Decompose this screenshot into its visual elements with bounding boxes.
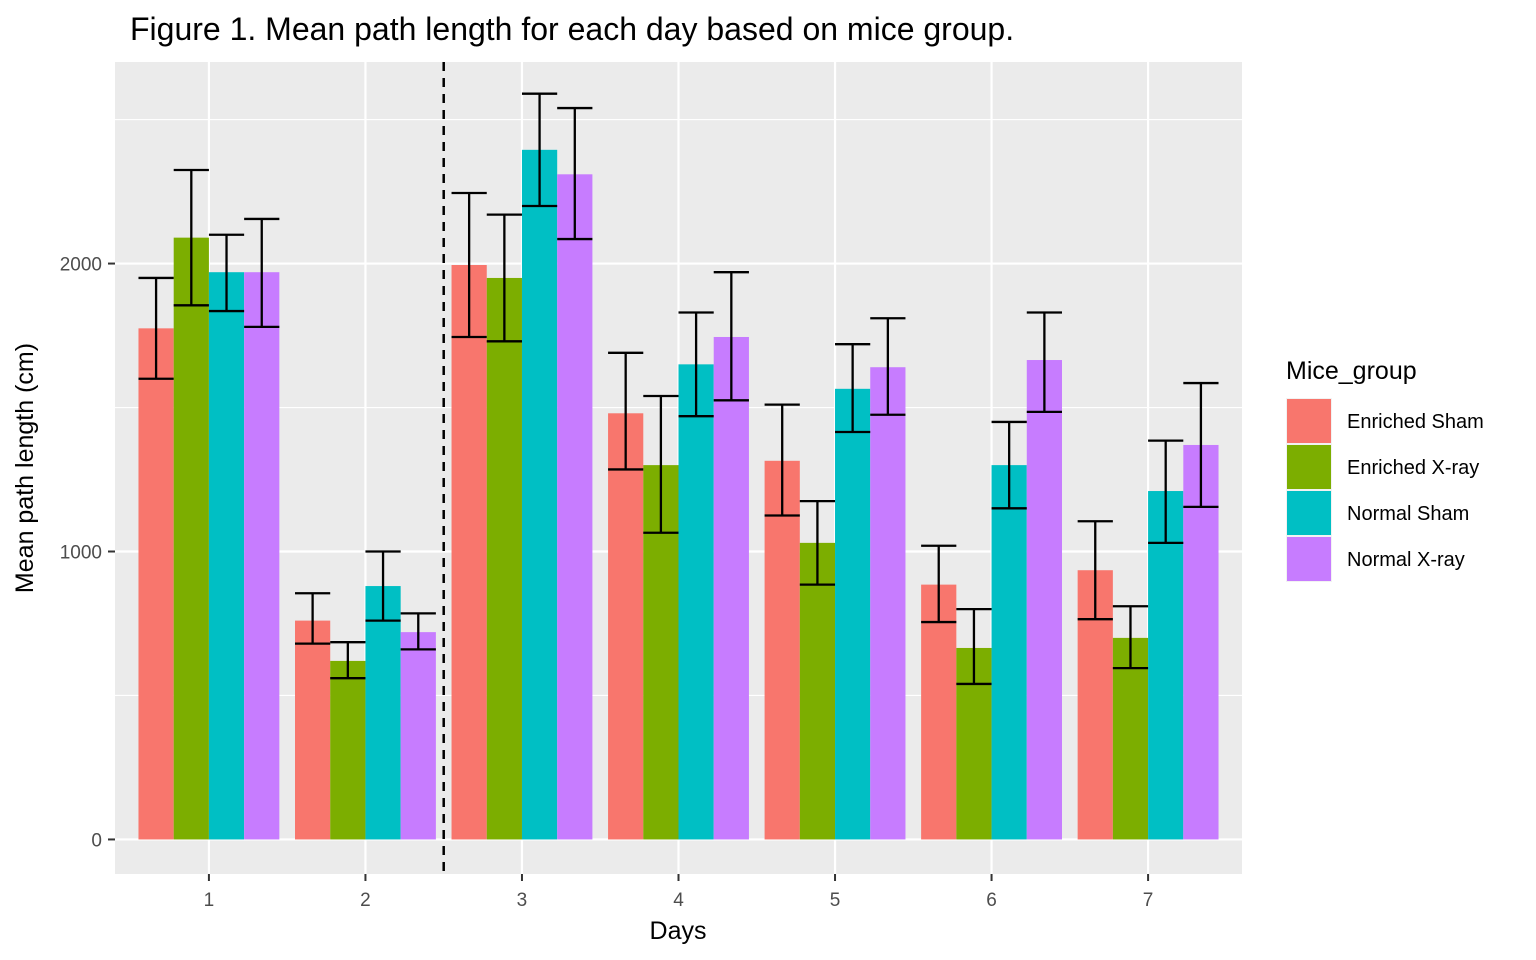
legend: Mice_group Enriched Sham Enriched X-ray No… [1286,357,1484,582]
bar-enriched-sham-day-6 [921,584,957,840]
legend-label-normal-x-ray: Normal X-ray [1347,549,1465,571]
bar-normal-sham-day-4 [678,364,714,840]
bar-normal-sham-day-5 [835,388,871,840]
bar-enriched-x-ray-day-5 [799,542,836,840]
x-tick-label: 3 [517,890,528,911]
bar-enriched-x-ray-day-1 [173,237,209,840]
bar-enriched-sham-day-5 [764,460,800,840]
x-tick-label: 6 [986,890,997,911]
bar-normal-sham-day-1 [208,272,245,840]
legend-title: Mice_group [1286,357,1417,385]
bar-normal-x-ray-day-3 [557,174,593,840]
legend-swatch-normal-sham [1287,491,1331,535]
y-axis-title: Mean path length (cm) [11,343,39,593]
bar-normal-x-ray-day-6 [1026,360,1062,840]
x-axis-title: Days [650,917,707,945]
bar-enriched-x-ray-day-3 [486,277,522,840]
bar-normal-sham-day-2 [365,586,401,840]
x-tick-label: 1 [204,890,215,911]
legend-swatch-enriched-x-ray [1287,445,1331,489]
x-tick-label: 7 [1143,890,1154,911]
bar-normal-sham-day-3 [521,149,558,840]
bar-enriched-sham-day-2 [295,620,331,840]
chart-title: Figure 1. Mean path length for each day … [130,11,1014,47]
bars [138,149,1219,840]
bar-normal-sham-day-6 [991,465,1027,840]
legend-swatch-normal-x-ray [1287,537,1331,581]
bar-normal-x-ray-day-5 [870,367,906,840]
x-tick-label: 2 [360,890,371,911]
bar-normal-x-ray-day-2 [400,632,436,840]
error-bars [138,92,1219,686]
x-tick-label: 5 [830,890,841,911]
legend-items: Enriched Sham Enriched X-ray Normal Sham No… [1286,398,1484,582]
x-tick-label: 4 [673,890,684,911]
y-tick-label: 1000 [60,543,102,564]
bar-enriched-x-ray-day-2 [330,660,366,840]
legend-label-enriched-x-ray: Enriched X-ray [1347,457,1479,479]
x-axis-ticks: 1 2 3 4 5 6 7 [204,874,1154,911]
bar-enriched-sham-day-4 [608,413,644,840]
bar-enriched-sham-day-1 [138,328,174,840]
legend-label-enriched-sham: Enriched Sham [1347,411,1484,433]
y-tick-label: 0 [91,830,102,851]
legend-label-normal-sham: Normal Sham [1347,503,1469,525]
bar-normal-x-ray-day-4 [713,336,749,840]
bar-enriched-sham-day-3 [451,265,487,840]
bar-normal-x-ray-day-7 [1183,444,1219,840]
y-tick-label: 2000 [60,255,102,276]
bar-normal-sham-day-7 [1148,491,1184,840]
bar-normal-x-ray-day-1 [244,272,280,840]
bar-enriched-x-ray-day-7 [1112,637,1149,840]
legend-swatch-enriched-sham [1287,399,1331,443]
y-axis-ticks: 0 1000 2000 [60,255,115,851]
